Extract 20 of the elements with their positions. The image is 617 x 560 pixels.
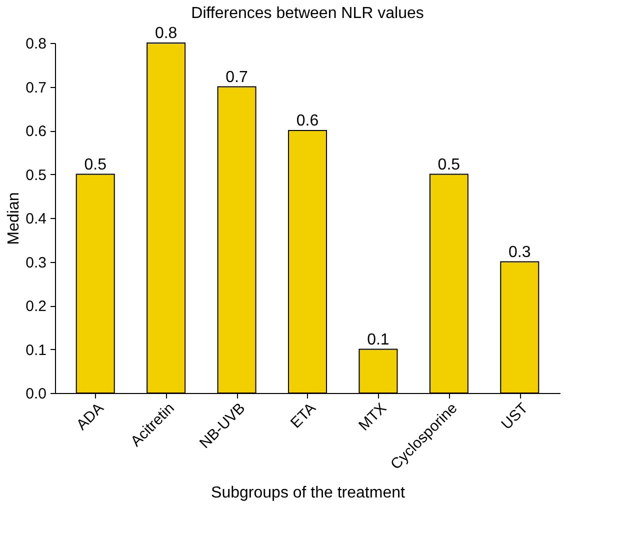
data-label: 0.6 [296, 112, 319, 130]
x-axis-title: Subgroups of the treatment [211, 484, 406, 502]
y-tick-label: 0.7 [26, 79, 46, 96]
y-tick-label: 0.1 [26, 342, 46, 359]
data-label: 0.3 [508, 244, 531, 261]
y-tick-label: 0.2 [26, 298, 46, 315]
data-label: 0.5 [438, 156, 460, 174]
y-tick-label: 0.5 [26, 166, 46, 184]
y-tick-label: 0.4 [26, 210, 46, 228]
y-tick-label: 0.0 [26, 386, 46, 402]
data-label: 0.5 [84, 156, 107, 174]
y-tick-label: 0.8 [26, 36, 46, 52]
y-axis-title: Median [6, 192, 23, 245]
chart-title: Differences between NLR values [191, 5, 424, 22]
data-label: 0.1 [367, 331, 390, 348]
data-label: 0.7 [226, 68, 248, 86]
data-label: 0.8 [154, 25, 178, 42]
y-tick-label: 0.3 [26, 254, 46, 272]
x-tick-label: ETA [287, 400, 320, 432]
y-tick-label: 0.6 [26, 123, 46, 140]
